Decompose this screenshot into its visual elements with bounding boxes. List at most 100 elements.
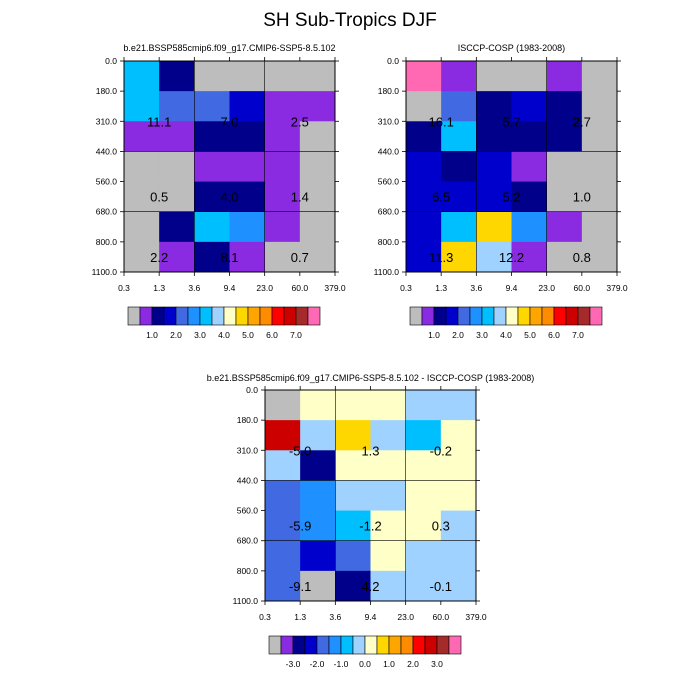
heatmap-cell <box>194 121 230 152</box>
y-tick-label: 440.0 <box>237 475 259 485</box>
colorbar-label: -1.0 <box>334 659 349 669</box>
colorbar-label: 7.0 <box>290 330 302 340</box>
y-tick-label: 560.0 <box>96 177 118 187</box>
cell-value-label: -9.1 <box>289 579 311 594</box>
colorbar-box <box>364 635 378 655</box>
heatmap-cell <box>405 420 442 451</box>
cell-value-label: 8.1 <box>220 250 238 265</box>
heatmap-cell <box>124 61 160 92</box>
heatmap-cell <box>370 540 407 572</box>
colorbar-box <box>445 306 459 326</box>
heatmap-cell <box>406 121 442 152</box>
heatmap-cell <box>476 211 512 243</box>
colorbar-box <box>388 635 402 655</box>
cell-value-label: 1.4 <box>291 190 309 205</box>
heatmap-cell <box>440 540 477 572</box>
colorbar-box <box>247 306 261 326</box>
x-tick-label: 23.0 <box>538 283 555 293</box>
heatmap-cell <box>335 510 371 542</box>
colorbar-box <box>211 306 225 326</box>
figure-title: SH Sub-Tropics DJF <box>263 10 437 31</box>
colorbar-label: 1.0 <box>428 330 440 340</box>
colorbar-label: 2.0 <box>452 330 464 340</box>
heatmap-cell <box>265 570 301 602</box>
cell-value-label: 4.2 <box>361 579 379 594</box>
colorbar-box <box>481 306 495 326</box>
cell-value-label: 4.0 <box>220 190 238 205</box>
y-tick-label: 0.0 <box>387 56 399 66</box>
heatmap-cell <box>264 151 301 182</box>
cell-value-label: 16.1 <box>429 114 454 129</box>
colorbar-label: 2.0 <box>170 330 182 340</box>
heatmap-cell <box>194 181 230 213</box>
cell-value-label: -5.0 <box>289 443 311 458</box>
x-tick-label: 9.4 <box>224 283 236 293</box>
colorbar-box <box>187 306 201 326</box>
heatmap-cell <box>370 570 407 602</box>
colorbar-box <box>292 635 306 655</box>
colorbar-box <box>295 306 309 326</box>
heatmap-cell <box>194 91 230 122</box>
heatmap-cell <box>511 181 548 213</box>
heatmap-cell <box>511 241 548 273</box>
x-tick-label: 60.0 <box>574 283 591 293</box>
colorbar-label: 3.0 <box>476 330 488 340</box>
heatmap-cell <box>265 420 301 451</box>
heatmap-cell <box>159 181 195 213</box>
heatmap-cell <box>300 540 336 572</box>
cell-value-label: 1.3 <box>361 443 379 458</box>
heatmap-cell <box>511 91 548 122</box>
x-tick-label: 0.3 <box>259 612 271 622</box>
heatmap-cell <box>476 241 512 273</box>
colorbar-box <box>271 306 285 326</box>
heatmap-cell <box>229 241 266 273</box>
colorbar-box <box>436 635 450 655</box>
heatmap-cell <box>299 211 336 243</box>
y-tick-label: 800.0 <box>96 237 118 247</box>
heatmap-cell <box>581 61 618 92</box>
heatmap-cell <box>229 151 266 182</box>
heatmap-cell <box>300 450 336 481</box>
cell-value-label: 0.7 <box>291 250 309 265</box>
cell-value-label: -5.9 <box>289 519 311 534</box>
heatmap-cell <box>441 181 477 213</box>
y-tick-label: 440.0 <box>96 146 118 156</box>
colorbar-box <box>127 306 141 326</box>
y-tick-label: 310.0 <box>237 445 259 455</box>
heatmap-cell <box>581 121 618 152</box>
colorbar-label: 0.0 <box>359 659 371 669</box>
heatmap-cell <box>546 121 583 152</box>
cell-value-label: -0.1 <box>430 579 452 594</box>
heatmap-cell <box>229 61 266 92</box>
colorbar-box <box>565 306 579 326</box>
y-tick-label: 310.0 <box>96 116 118 126</box>
heatmap-cell <box>159 151 195 182</box>
heatmap-cell <box>370 510 407 542</box>
colorbar-box <box>409 306 423 326</box>
colorbar-label: 5.0 <box>242 330 254 340</box>
colorbar-box <box>433 306 447 326</box>
cell-value-label: 0.8 <box>573 250 591 265</box>
heatmap-cell <box>511 151 548 182</box>
panel-title: b.e21.BSSP585cmip6.f09_g17.CMIP6-SSP5-8.… <box>123 43 335 53</box>
heatmap-cell <box>440 570 477 602</box>
heatmap-cell <box>299 241 336 273</box>
colorbar-box <box>175 306 189 326</box>
heatmap-cell <box>299 181 336 213</box>
colorbar-box <box>400 635 414 655</box>
colorbar-label: 3.0 <box>194 330 206 340</box>
colorbar-box <box>268 635 282 655</box>
cell-value-label: 11.3 <box>429 250 453 265</box>
y-tick-label: 800.0 <box>378 237 400 247</box>
heatmap-cell <box>159 121 195 152</box>
heatmap-cell <box>476 151 512 182</box>
colorbar-label: 3.0 <box>431 659 443 669</box>
heatmap-cell <box>300 420 336 451</box>
heatmap-cell <box>159 211 195 243</box>
colorbar-label: 1.0 <box>383 659 395 669</box>
heatmap-cell <box>159 61 195 92</box>
y-tick-label: 180.0 <box>237 415 259 425</box>
colorbar-box <box>529 306 543 326</box>
heatmap-cell <box>406 151 442 182</box>
heatmap-cell <box>476 181 512 213</box>
